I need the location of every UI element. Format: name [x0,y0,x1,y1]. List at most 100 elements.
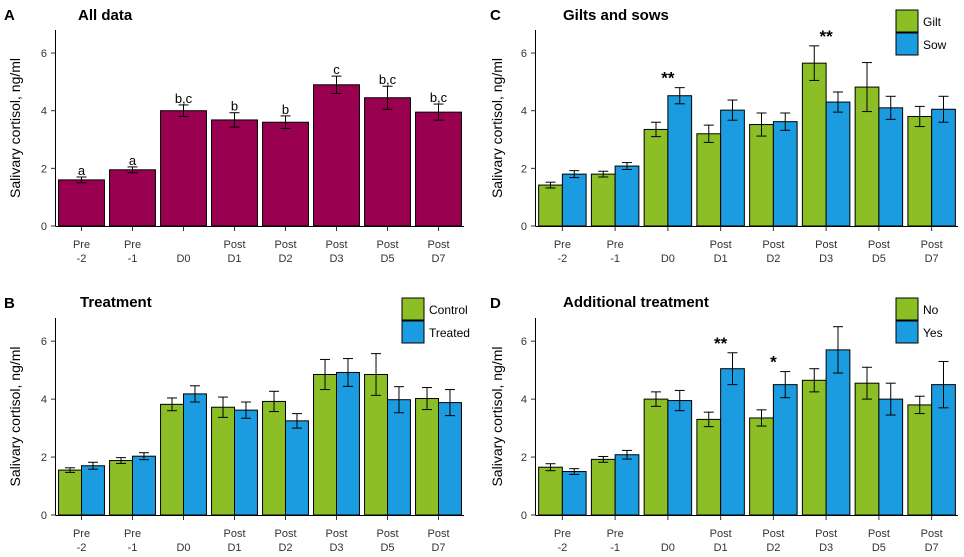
panel-c-bar [614,165,640,227]
panel-d-y-tick-label: 0 [521,510,527,522]
panel-d-x-tick-label: Post [815,528,837,540]
panel-a-annotation: c [333,62,340,77]
panel-b-bar [415,398,439,516]
panel-c-bar [696,133,722,227]
panel-c-annotation: ** [820,27,834,46]
panel-b-x-tick-label: D2 [278,542,292,554]
panel-c-title: Gilts and sows [563,7,669,24]
panel-d-legend-label: Yes [923,326,943,340]
panel-c-bar [931,108,956,227]
panel-a-x-tick-label: D3 [329,253,343,265]
panel-a-annotation: b,c [430,90,448,105]
panel-d-bar [772,384,798,516]
panel-b-bar [234,409,258,516]
panel-a-annotation: b,c [175,91,193,106]
panel-d-bar [801,379,827,516]
panel-a-x-tick-label: -2 [77,253,87,265]
panel-c-x-tick-label: Post [868,239,890,251]
panel-b-y-tick-label: 0 [41,510,47,522]
panel-a-x-tick-label: Pre [124,239,141,251]
panel-c-legend-label: Gilt [923,15,942,29]
panel-a-x-tick-label: Post [376,239,398,251]
panel-a-y-axis-title: Salivary cortisol, ng/ml [7,58,23,198]
panel-b-bar [438,402,462,516]
panel-c-x-tick-label: D5 [872,253,886,265]
panel-d-bar [538,466,563,516]
panel-b-bar [81,465,105,516]
panel-d-y-tick-label: 4 [521,394,527,406]
panel-c-x-tick-label: D2 [766,253,780,265]
panel-a-x-tick-label: Post [274,239,296,251]
panel-a-x-tick-label: Post [427,239,449,251]
panel-d-x-tick-label: Post [762,528,784,540]
panel-d-legend-label: No [923,303,939,317]
panel-a-annotation: b [282,102,289,117]
panel-c-letter: C [490,7,501,24]
panel-a-bar [58,179,105,227]
panel-c-bar [907,115,933,227]
panel-b-bar [183,393,207,516]
panel-b-x-tick-label: Pre [124,528,141,540]
panel-d-bar [749,417,774,516]
panel-d-y-axis-title: Salivary cortisol, ng/ml [489,346,505,486]
panel-c-bar [720,109,745,227]
panel-b-bar [336,371,360,516]
panel-c-x-tick-label: Post [815,239,837,251]
panel-b-letter: B [4,295,15,312]
panel-d-letter: D [490,295,501,312]
panel-d-x-tick-label: D7 [925,542,939,554]
panel-a-x-tick-label: D5 [380,253,394,265]
panel-c-x-tick-label: Post [710,239,732,251]
panel-d-bar [643,398,669,516]
panel-b-x-tick-label: Post [325,528,347,540]
panel-c-bar [667,95,693,227]
panel-a-x-tick-label: D0 [176,253,190,265]
panel-d-x-tick-label: Post [868,528,890,540]
panel-b-x-tick-label: Post [427,528,449,540]
panel-d-annotation: * [770,353,777,372]
panel-a-bar [364,97,411,227]
panel-b-legend-label: Control [429,303,468,317]
panel-a-letter: A [4,7,15,24]
panel-c-x-tick-label: -2 [557,253,567,265]
panel-b-x-tick-label: D1 [227,542,241,554]
panel-c-bar [749,124,774,227]
panel-c-x-tick-label: D0 [661,253,675,265]
panel-c-legend-swatch [895,9,919,33]
panel-b-bar [160,403,185,516]
panel-b-bar [285,420,309,516]
panel-a-x-tick-label: -1 [128,253,138,265]
panel-a-annotation: a [78,163,86,178]
panel-c-bar [561,173,587,227]
panel-d-bar [590,458,616,516]
panel-a-x-tick-label: D1 [227,253,241,265]
panel-c-x-tick-label: D3 [819,253,833,265]
panel-c-legend-label: Sow [923,38,947,52]
panel-c-x-tick-label: -1 [610,253,620,265]
panel-c-bar [878,107,904,227]
panel-b-legend-label: Treated [429,326,470,340]
panel-c-y-tick-label: 4 [521,106,527,118]
panel-a-x-tick-label: D2 [278,253,292,265]
panel-d-bar [825,349,851,516]
panel-a-x-tick-label: Pre [73,239,90,251]
panel-a-y-tick-label: 4 [41,106,47,118]
panel-b-x-tick-label: -1 [128,542,138,554]
panel-d-x-tick-label: D2 [766,542,780,554]
panel-a-bar [313,84,360,227]
panel-c-x-tick-label: Pre [607,239,624,251]
panel-a-y-tick-label: 6 [41,48,47,60]
panel-a-annotation: b,c [379,72,397,87]
panel-c-y-tick-label: 2 [521,163,527,175]
panel-c-bar [643,128,669,227]
panel-a-x-tick-label: Post [223,239,245,251]
panel-a-annotation: b [231,99,238,114]
panel-a-title: All data [78,7,133,24]
panel-b-x-tick-label: D7 [431,542,445,554]
panel-b-x-tick-label: D0 [176,542,190,554]
panel-d-x-tick-label: D1 [714,542,728,554]
panel-c-annotation: ** [661,69,675,88]
panel-c-y-tick-label: 0 [521,221,527,233]
panel-b-bar [132,455,156,516]
